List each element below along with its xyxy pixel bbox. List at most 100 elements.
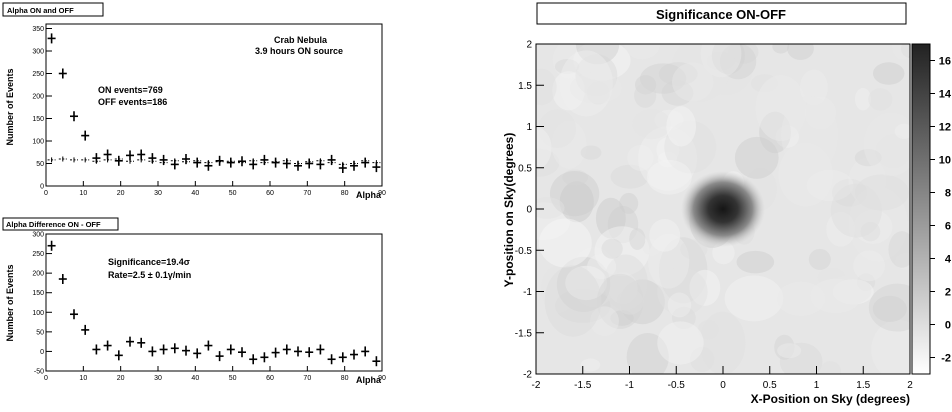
heatmap-texture-blob — [608, 272, 638, 305]
heatmap-texture-blob — [776, 281, 826, 316]
alpha-difference-point — [305, 347, 314, 358]
heatmap-texture-blob — [728, 44, 759, 64]
colorbar-tick-label: 8 — [945, 188, 951, 200]
heatmap-texture-blob — [632, 109, 672, 140]
alpha-difference-ytick-label: 100 — [32, 310, 44, 317]
alpha-on-off-point — [47, 33, 56, 44]
alpha-on-off-xtick-label: 30 — [154, 190, 162, 197]
heatmap-texture-blob — [892, 44, 910, 60]
alpha-on-off-panel: Alpha ON and OFF 0 10 20 30 40 50 60 70 80 90 0 50 1… — [2, 2, 386, 200]
alpha-on-off-off-point — [92, 158, 101, 164]
alpha-on-off-off-point — [361, 158, 370, 164]
alpha-difference-xtick-label: 0 — [44, 375, 48, 382]
heatmap-texture-blob — [778, 143, 833, 207]
alpha-on-off-off-point — [294, 161, 302, 166]
heatmap-texture-blob — [799, 69, 828, 106]
significance-ytick-label: 2 — [526, 40, 532, 51]
significance-ytick-label: -0.5 — [515, 246, 533, 257]
alpha-difference-point — [92, 344, 101, 355]
alpha-difference-point — [338, 352, 347, 363]
alpha-difference-ytick-label: 150 — [32, 290, 44, 297]
heatmap-texture-blob — [868, 88, 893, 111]
heatmap-texture-blob — [555, 288, 611, 323]
alpha-on-off-off-point — [170, 158, 179, 164]
heatmap-texture-blob — [601, 238, 623, 259]
alpha-on-off-ytick-label: 0 — [40, 184, 44, 191]
alpha-on-off-ytick-label: 200 — [32, 94, 44, 101]
heatmap-texture-blob — [629, 228, 646, 250]
heatmap-texture-blob — [804, 96, 836, 130]
alpha-difference-xtick-label: 70 — [303, 375, 311, 382]
alpha-on-off-off-point — [226, 158, 235, 164]
heatmap-texture-blob — [648, 233, 690, 289]
heatmap-texture-blob — [787, 44, 814, 60]
alpha-difference-xtick-label: 80 — [341, 375, 349, 382]
alpha-difference-point — [70, 309, 78, 320]
heatmap-texture-blob — [587, 253, 617, 280]
significance-ytick-label: 0 — [526, 205, 532, 216]
heatmap-texture-blob — [590, 306, 619, 336]
heatmap-texture-blob — [540, 264, 577, 313]
alpha-on-off-ticks: 0 10 20 30 40 50 60 70 80 90 0 50 100 150 200 250 300 350 — [32, 26, 386, 197]
heatmap-texture-blob — [779, 342, 823, 374]
alpha-difference-point — [114, 350, 123, 361]
heatmap-texture-blob — [595, 197, 626, 239]
heatmap-texture-blob — [536, 148, 560, 177]
alpha-difference-point — [372, 356, 381, 367]
alpha-difference-point — [81, 324, 90, 335]
alpha-on-off-xtick-label: 80 — [341, 190, 349, 197]
heatmap-texture-blob — [872, 295, 907, 322]
heatmap-texture-blob — [603, 254, 648, 311]
alpha-on-off-xlabel: Alpha — [356, 190, 382, 200]
annotation-rate: Rate=2.5 ± 0.1γ/min — [108, 270, 191, 280]
alpha-difference-point — [58, 274, 67, 285]
heatmap-texture-blob — [619, 192, 639, 214]
alpha-on-off-off-point — [193, 158, 202, 164]
alpha-difference-point — [271, 347, 280, 358]
heatmap-texture-blob — [538, 218, 592, 268]
significance-ylabel: Y-position on Sky(degrees) — [502, 133, 516, 288]
alpha-difference-point — [170, 343, 179, 354]
heatmap-texture-blob — [872, 62, 905, 85]
annotation-hours-on-source: 3.9 hours ON source — [255, 46, 343, 56]
heatmap-texture-blob — [658, 237, 708, 304]
heatmap-texture-blob — [549, 171, 600, 217]
alpha-on-off-marks — [47, 33, 381, 173]
alpha-difference-point — [137, 337, 146, 348]
significance-xtick-label: 1.5 — [856, 380, 870, 391]
heatmap-texture-blob — [856, 273, 876, 292]
heatmap-texture-blob — [853, 209, 893, 244]
heatmap-texture-blob — [810, 278, 862, 314]
heatmap-texture-blob — [848, 186, 908, 262]
heatmap-texture-blob — [808, 248, 831, 270]
heatmap-texture-blob — [794, 200, 834, 236]
alpha-on-off-point — [81, 130, 90, 141]
heatmap-texture-blob — [661, 80, 694, 106]
colorbar — [911, 43, 931, 375]
annotation-on-events: ON events=769 — [98, 85, 163, 95]
heatmap-texture-blob — [871, 319, 910, 374]
significance-xtick-label: 1 — [814, 380, 820, 391]
alpha-difference-point — [193, 348, 202, 359]
alpha-difference-frame — [45, 233, 383, 372]
alpha-on-off-off-point — [126, 158, 134, 164]
significance-xtick-label: -0.5 — [668, 380, 686, 391]
heatmap-texture-blob — [658, 62, 698, 86]
colorbar-tick-label: 16 — [939, 56, 951, 68]
heatmap-texture — [536, 44, 910, 374]
heatmap-peak — [681, 171, 765, 247]
alpha-difference-point — [249, 354, 258, 365]
heatmap-texture-blob — [854, 149, 882, 167]
heatmap-texture-blob — [612, 254, 636, 278]
alpha-difference-ytick-label: -50 — [34, 369, 44, 376]
significance-ytick-label: -2 — [523, 370, 532, 381]
heatmap-texture-blob — [853, 250, 885, 282]
heatmap-texture-blob — [819, 361, 842, 374]
heatmap-texture-blob — [699, 311, 746, 374]
heatmap-texture-blob — [634, 75, 657, 95]
alpha-on-off-off-point — [238, 160, 246, 166]
colorbar-tick-label: 10 — [939, 155, 951, 167]
heatmap-texture-blob — [610, 164, 649, 189]
alpha-on-off-ytick-label: 250 — [32, 71, 44, 78]
alpha-on-off-off-point — [103, 157, 112, 163]
